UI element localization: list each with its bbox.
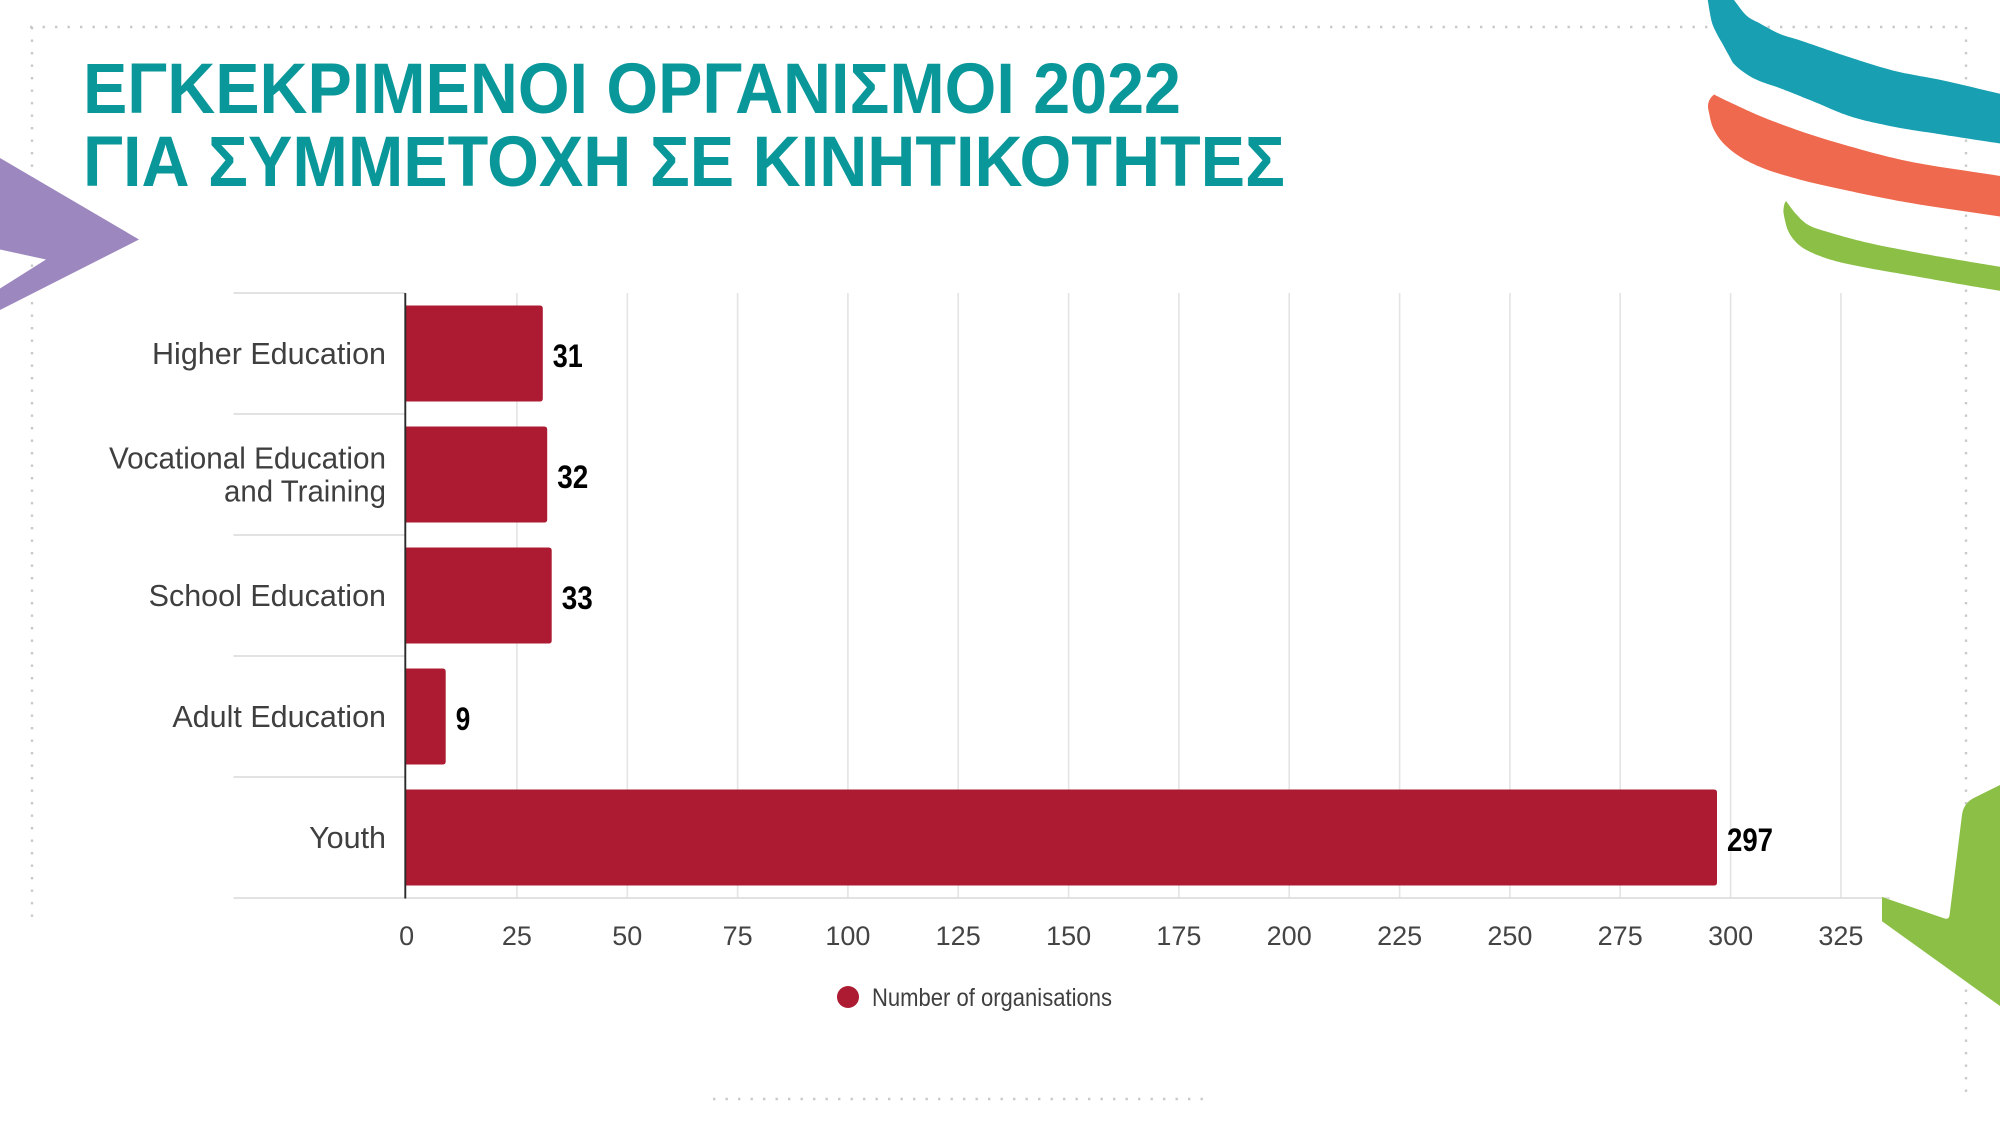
svg-text:Youth: Youth (309, 821, 386, 855)
svg-text:50: 50 (612, 921, 642, 951)
svg-text:and Training: and Training (224, 475, 386, 509)
svg-text:275: 275 (1598, 921, 1643, 951)
svg-text:ΕΓΚΕΚΡΙΜΕΝΟΙ ΟΡΓΑΝΙΣΜΟΙ 2022: ΕΓΚΕΚΡΙΜΕΝΟΙ ΟΡΓΑΝΙΣΜΟΙ 2022 (83, 50, 1181, 129)
svg-text:175: 175 (1156, 921, 1201, 951)
svg-text:Number of organisations: Number of organisations (872, 984, 1112, 1012)
svg-text:0: 0 (399, 921, 414, 951)
svg-text:Vocational Education: Vocational Education (109, 441, 386, 475)
svg-text:325: 325 (1818, 921, 1863, 951)
svg-text:250: 250 (1487, 921, 1532, 951)
svg-text:100: 100 (825, 921, 870, 951)
svg-text:School Education: School Education (149, 579, 386, 613)
svg-text:31: 31 (553, 338, 583, 374)
svg-text:75: 75 (723, 921, 753, 951)
svg-text:225: 225 (1377, 921, 1422, 951)
svg-text:33: 33 (562, 580, 593, 616)
svg-text:300: 300 (1708, 921, 1753, 951)
svg-text:9: 9 (456, 701, 471, 737)
svg-text:32: 32 (557, 459, 588, 495)
svg-text:125: 125 (936, 921, 981, 951)
svg-text:Higher Education: Higher Education (152, 337, 386, 371)
svg-text:Adult Education: Adult Education (172, 700, 386, 734)
svg-text:297: 297 (1727, 822, 1773, 858)
svg-text:ΓΙΑ ΣΥΜΜΕΤΟΧΗ ΣΕ ΚΙΝΗΤΙΚΟΤΗΤΕΣ: ΓΙΑ ΣΥΜΜΕΤΟΧΗ ΣΕ ΚΙΝΗΤΙΚΟΤΗΤΕΣ (83, 123, 1285, 202)
svg-text:150: 150 (1046, 921, 1091, 951)
svg-text:25: 25 (502, 921, 532, 951)
svg-text:200: 200 (1267, 921, 1312, 951)
